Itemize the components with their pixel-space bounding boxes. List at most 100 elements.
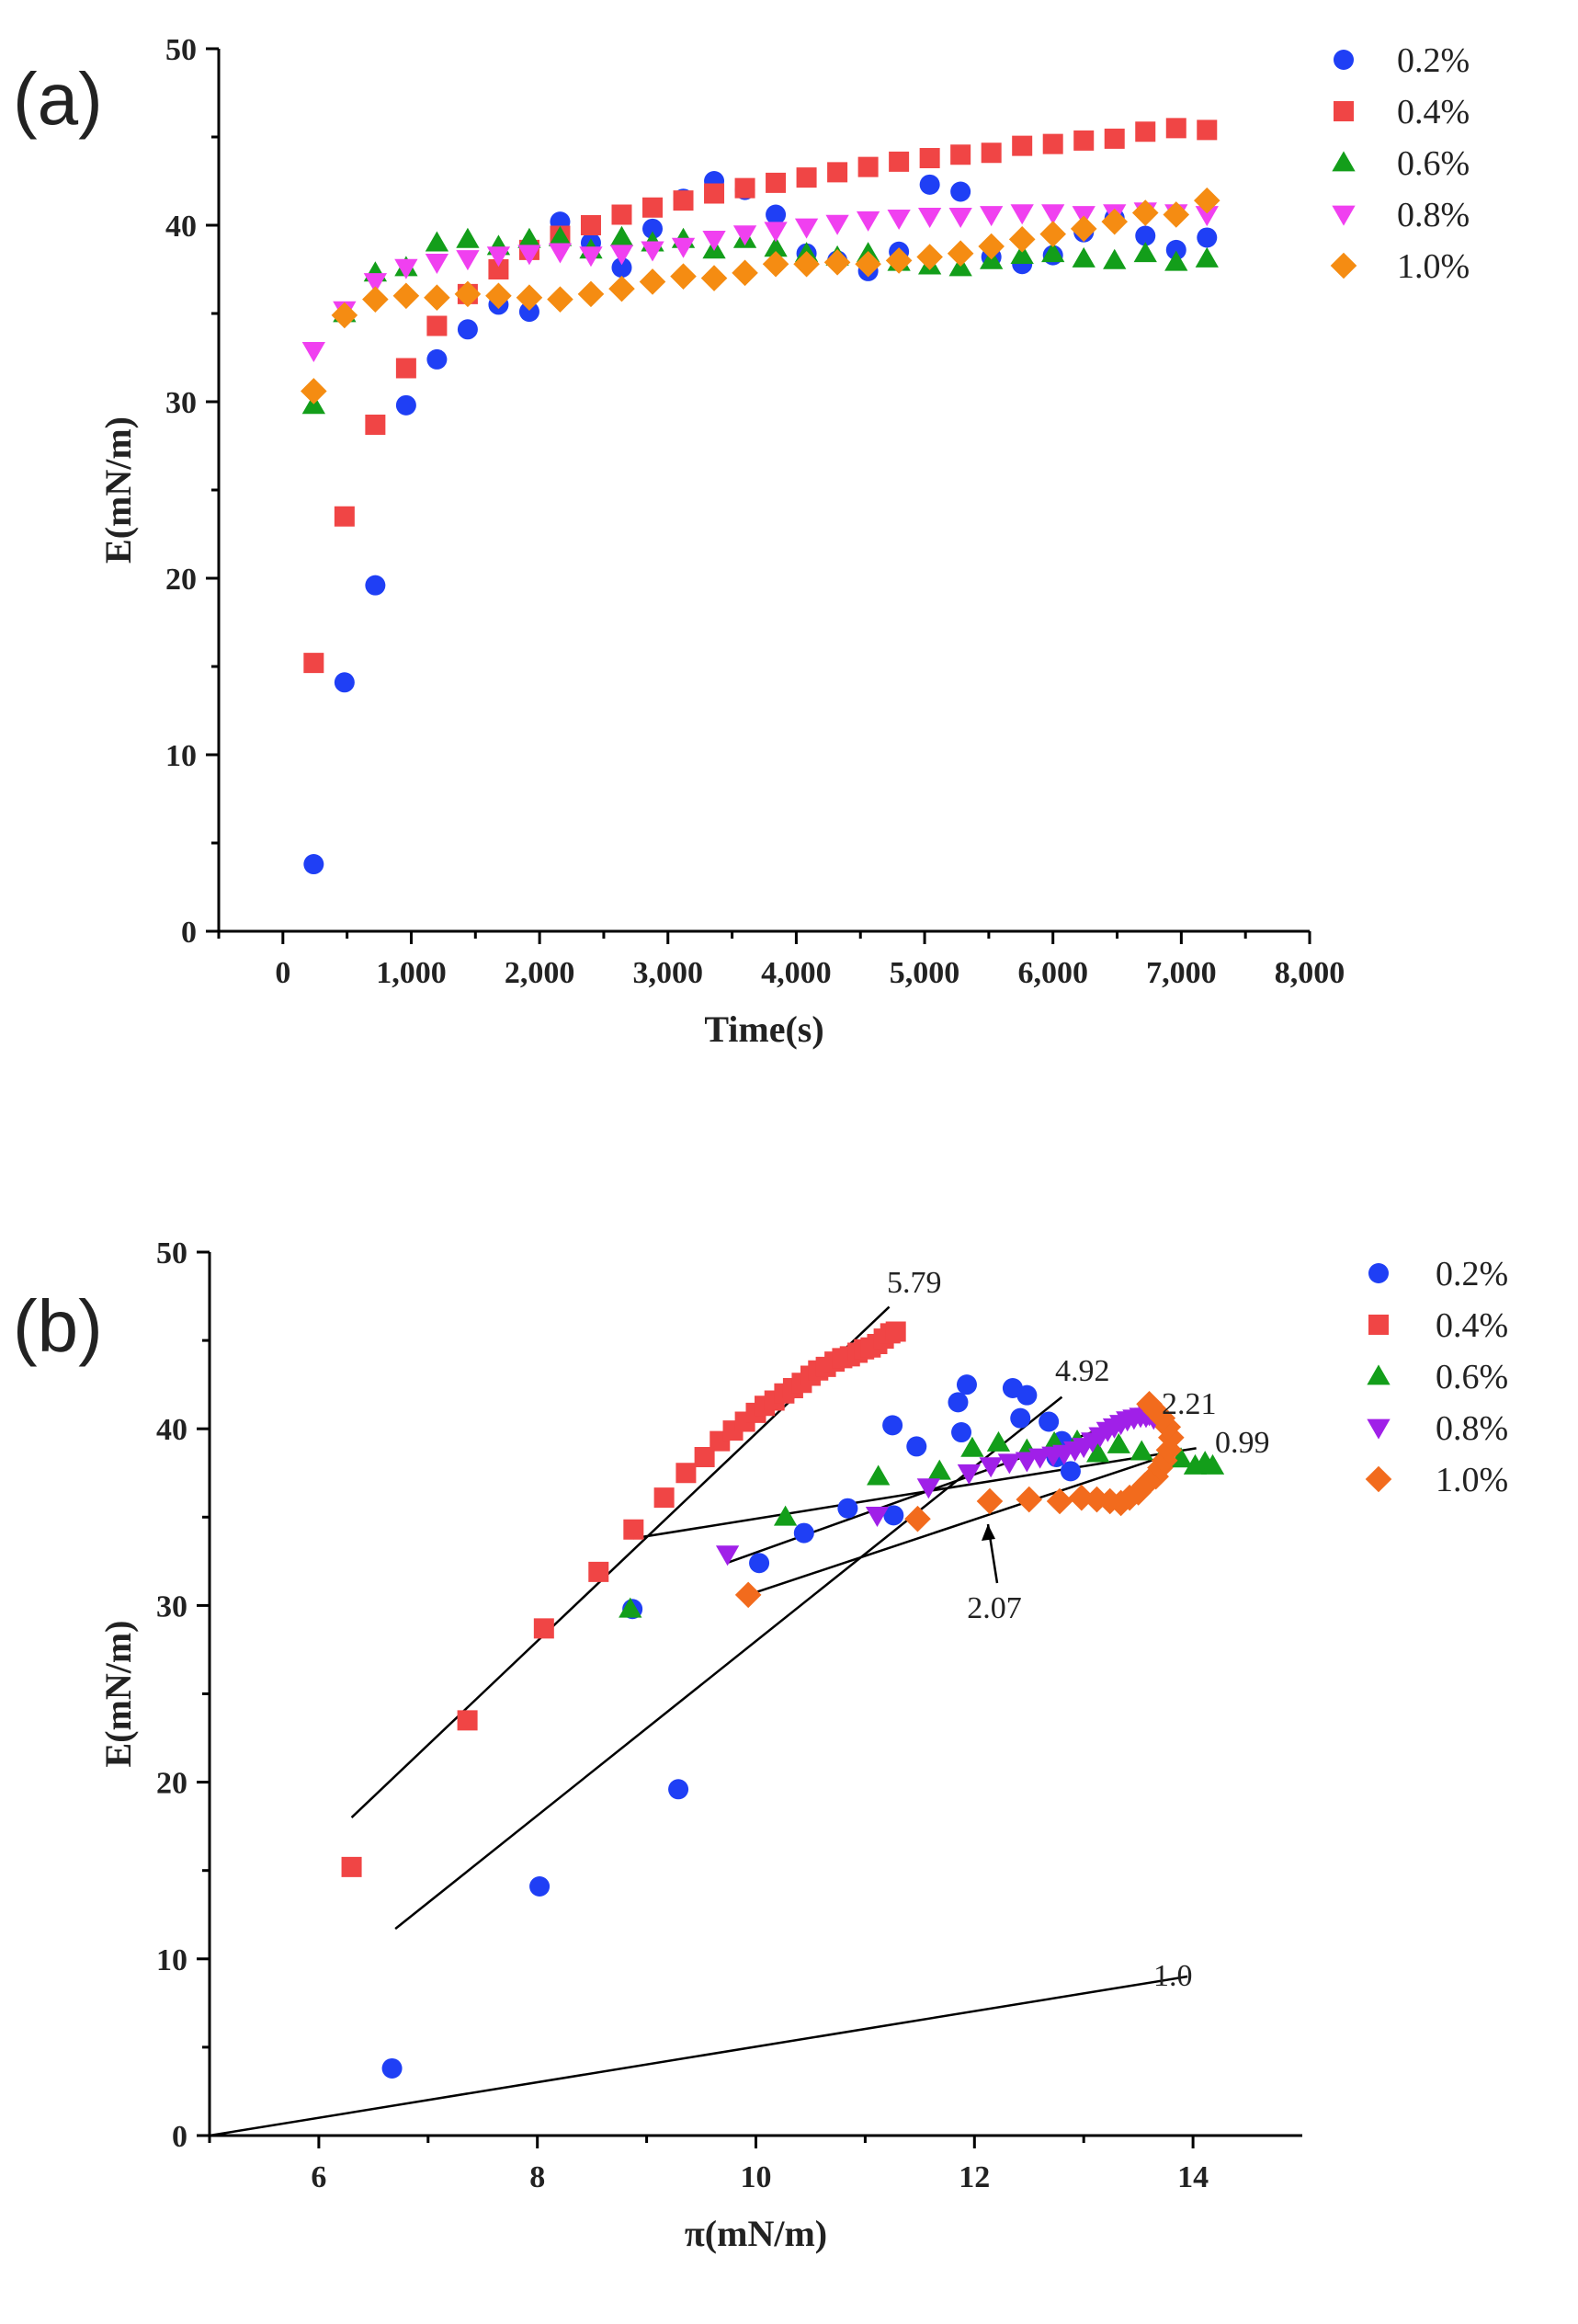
x-tick-label: 5,000 xyxy=(890,956,960,990)
data-point xyxy=(579,246,603,268)
data-point xyxy=(395,394,416,416)
legend-marker xyxy=(1332,151,1356,172)
slope-label: 2.07 xyxy=(967,1591,1022,1625)
series-0-4pct xyxy=(341,1321,906,1877)
data-point xyxy=(715,1545,740,1566)
data-point xyxy=(857,156,879,177)
data-point xyxy=(1135,225,1156,246)
data-point xyxy=(611,257,632,279)
x-tick-label: 6 xyxy=(311,2160,326,2194)
data-point xyxy=(794,218,819,239)
data-point xyxy=(517,227,541,248)
fit-line-4-92 xyxy=(394,1396,1063,1931)
legend-marker xyxy=(1332,205,1356,226)
data-point xyxy=(424,284,450,312)
slope-label: 2.21 xyxy=(1162,1387,1217,1421)
data-point xyxy=(1195,206,1219,227)
data-point xyxy=(889,151,910,172)
data-point xyxy=(1072,246,1096,268)
data-point xyxy=(485,282,512,310)
y-tick-label: 10 xyxy=(156,1943,187,1977)
legend-marker xyxy=(1330,252,1357,279)
data-point xyxy=(363,273,388,294)
y-tick-label: 20 xyxy=(156,1767,187,1801)
data-point xyxy=(948,1392,969,1413)
data-point xyxy=(642,197,664,218)
data-point xyxy=(867,1464,891,1486)
data-point xyxy=(1130,1440,1153,1461)
data-point xyxy=(331,302,358,329)
data-point xyxy=(919,148,940,169)
data-point xyxy=(1060,1461,1081,1482)
data-point xyxy=(1165,118,1186,139)
data-point xyxy=(960,1436,984,1457)
data-point xyxy=(457,1710,478,1731)
data-point xyxy=(827,162,848,183)
data-point xyxy=(796,167,817,188)
data-point xyxy=(577,280,605,308)
data-point xyxy=(764,222,788,243)
data-point xyxy=(1165,239,1186,260)
data-point xyxy=(365,575,386,596)
chart-b: 0 10 20 30 40 50 6 8 10 12 14 π(mN/m) E(mN/m) 5.79 4.9… xyxy=(97,1236,1508,2254)
legend-marker xyxy=(1368,1263,1389,1283)
x-tick-label: 7,000 xyxy=(1146,956,1217,990)
data-point xyxy=(619,1597,642,1618)
data-point xyxy=(856,211,880,232)
data-point xyxy=(1042,133,1063,154)
legend-marker xyxy=(1367,1364,1391,1385)
legend-label: 0.2% xyxy=(1397,41,1470,80)
data-point xyxy=(1104,128,1125,149)
data-point xyxy=(1068,1484,1096,1511)
legend-marker xyxy=(1334,101,1354,121)
data-point xyxy=(997,1453,1021,1475)
data-point xyxy=(885,1321,906,1342)
data-point xyxy=(1200,1453,1225,1475)
data-point xyxy=(1039,221,1067,247)
data-point xyxy=(548,243,573,264)
x-tick-label: 0 xyxy=(275,956,290,990)
data-point xyxy=(381,2057,403,2079)
y-axis-title: E(mN/m) xyxy=(97,1621,139,1768)
data-point xyxy=(1012,135,1033,156)
data-point xyxy=(1070,215,1097,243)
data-point xyxy=(395,358,416,379)
x-tick-label: 4,000 xyxy=(761,956,832,990)
y-tick-label: 0 xyxy=(172,2120,187,2154)
y-tick-label: 50 xyxy=(165,33,197,67)
x-tick-label: 6,000 xyxy=(1017,956,1088,990)
data-point xyxy=(883,1505,904,1526)
data-point xyxy=(837,1498,858,1519)
data-point xyxy=(704,183,725,204)
legend-label: 0.4% xyxy=(1436,1306,1508,1345)
data-point xyxy=(766,172,787,193)
legend-label: 0.6% xyxy=(1397,144,1470,183)
data-point xyxy=(301,378,327,404)
data-point xyxy=(1073,130,1095,151)
slope-label: 4.92 xyxy=(1055,1354,1110,1388)
data-point xyxy=(793,250,820,278)
legend-label: 1.0% xyxy=(1436,1461,1508,1499)
data-point xyxy=(303,653,324,674)
data-point xyxy=(732,259,758,287)
data-point xyxy=(947,240,974,268)
x-tick-label: 10 xyxy=(741,2160,772,2194)
data-point xyxy=(882,1415,903,1436)
data-point xyxy=(793,1522,814,1544)
data-point xyxy=(456,227,480,248)
data-point xyxy=(762,250,789,278)
data-point xyxy=(529,1875,551,1897)
data-point xyxy=(362,286,389,313)
data-point xyxy=(734,177,755,199)
data-point xyxy=(426,348,448,370)
data-point xyxy=(825,214,849,235)
data-point xyxy=(1039,1411,1060,1432)
data-point xyxy=(392,282,420,310)
y-tick-label: 40 xyxy=(156,1413,187,1447)
data-point xyxy=(916,244,943,270)
data-point xyxy=(609,245,634,266)
data-point xyxy=(303,854,324,875)
data-point xyxy=(454,280,482,308)
data-point xyxy=(950,144,971,165)
data-point xyxy=(732,225,757,246)
